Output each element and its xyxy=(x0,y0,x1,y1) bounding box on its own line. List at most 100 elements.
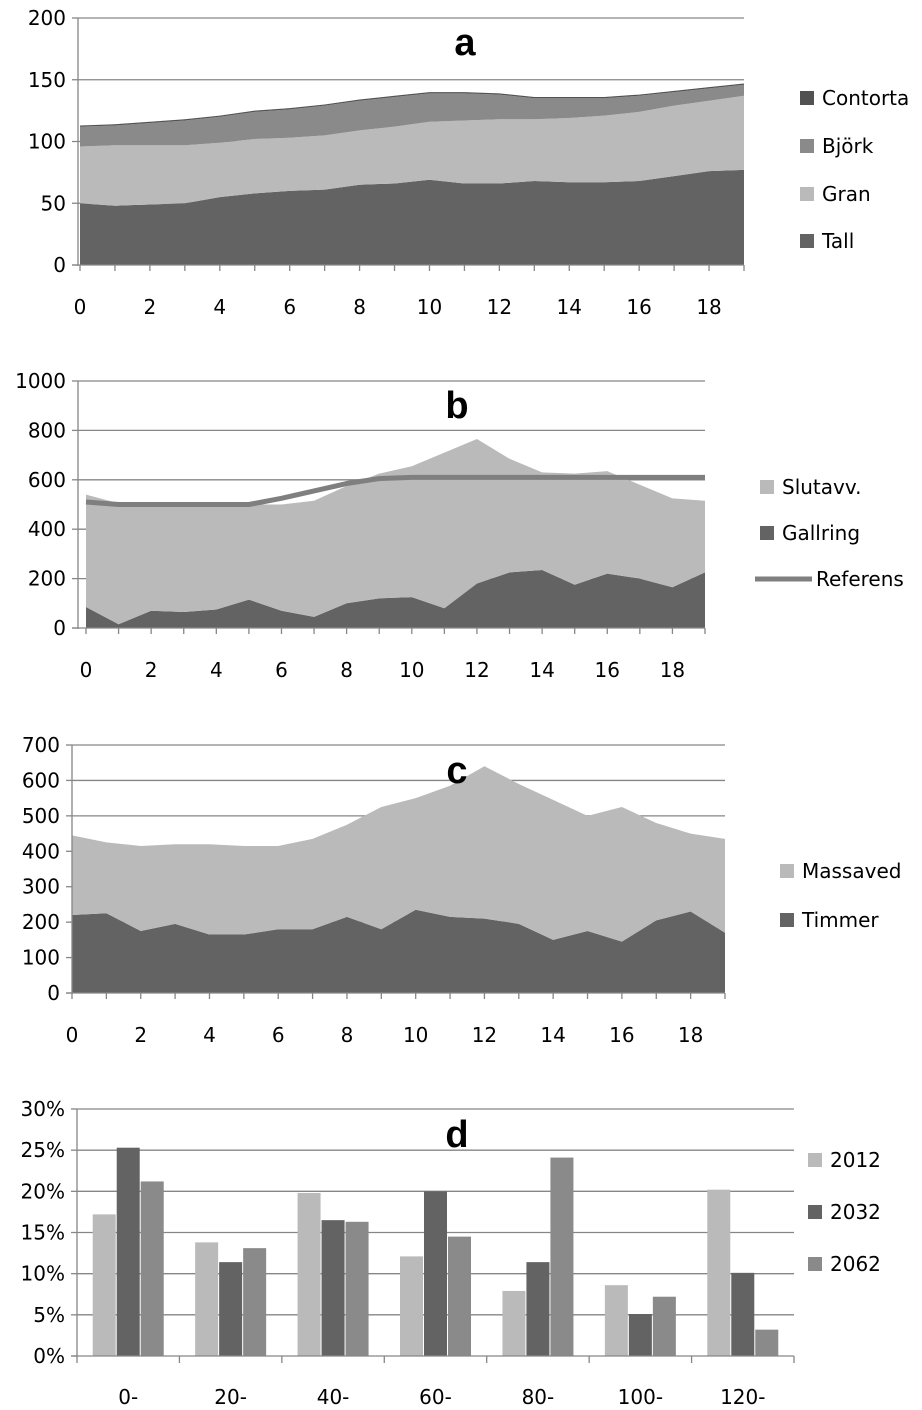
legend-swatch-d xyxy=(808,1257,822,1271)
legend-swatch-d xyxy=(808,1153,822,1167)
legend-swatch-a xyxy=(800,139,814,153)
y-tick-label-a: 50 xyxy=(41,191,66,215)
panel-title-b: b xyxy=(445,385,468,427)
y-tick-label-b: 200 xyxy=(28,567,66,591)
x-tick-label-b: 10 xyxy=(399,658,424,682)
legend-label-b: Gallring xyxy=(782,521,860,545)
bar-2032-0- xyxy=(116,1147,140,1356)
x-tick-label-b: 6 xyxy=(275,658,288,682)
bar-2032-60- xyxy=(424,1191,447,1356)
legend-label-c: Timmer xyxy=(801,908,879,932)
x-tick-label-b: 14 xyxy=(529,658,554,682)
y-tick-label-c: 600 xyxy=(22,768,60,792)
x-tick-label-d: 80- xyxy=(522,1385,555,1409)
x-tick-label-c: 16 xyxy=(609,1023,634,1047)
legend-swatch-a xyxy=(800,187,814,201)
x-tick-label-a: 8 xyxy=(353,295,366,319)
x-tick-label-b: 0 xyxy=(80,658,93,682)
x-tick-label-c: 10 xyxy=(403,1023,428,1047)
x-tick-label-a: 0 xyxy=(74,295,87,319)
bar-2062-80- xyxy=(550,1157,574,1356)
y-tick-label-c: 300 xyxy=(22,875,60,899)
x-tick-label-c: 2 xyxy=(134,1023,147,1047)
x-tick-label-a: 14 xyxy=(557,295,582,319)
bar-2032-40- xyxy=(321,1220,345,1356)
y-tick-label-d: 0% xyxy=(33,1344,65,1368)
x-tick-label-b: 8 xyxy=(340,658,353,682)
area-b-Slutavv. xyxy=(86,439,705,625)
x-tick-label-c: 18 xyxy=(678,1023,703,1047)
y-tick-label-a: 0 xyxy=(53,253,66,277)
x-tick-label-b: 2 xyxy=(145,658,158,682)
legend-label-c: Massaved xyxy=(802,859,901,883)
bar-2032-80- xyxy=(526,1262,550,1356)
legend-label-d: 2032 xyxy=(830,1200,881,1224)
x-tick-label-d: 20- xyxy=(214,1385,247,1409)
bar-2062-20- xyxy=(243,1248,267,1356)
x-tick-label-c: 0 xyxy=(66,1023,79,1047)
panel-title-d: d xyxy=(445,1114,468,1156)
x-tick-label-a: 12 xyxy=(487,295,512,319)
x-tick-label-a: 4 xyxy=(213,295,226,319)
legend-swatch-a xyxy=(800,91,814,105)
area-a-Gran xyxy=(80,95,744,206)
legend-swatch-c xyxy=(780,913,794,927)
legend-swatch-b xyxy=(760,526,774,540)
bar-2032-120- xyxy=(731,1272,755,1356)
y-tick-label-a: 100 xyxy=(28,130,66,154)
y-tick-label-c: 700 xyxy=(22,733,60,757)
bar-2012-80- xyxy=(502,1290,526,1356)
x-tick-label-d: 40- xyxy=(317,1385,350,1409)
y-tick-label-c: 400 xyxy=(22,839,60,863)
panel-c: 0 100 200 300 400 500 600 700 0 2 4 6 8 10 12 14 16 18 c Ma… xyxy=(22,733,902,1047)
x-tick-label-b: 12 xyxy=(464,658,489,682)
legend-label-a: Tall xyxy=(821,229,854,253)
x-tick-label-a: 16 xyxy=(626,295,651,319)
y-tick-label-c: 100 xyxy=(22,946,60,970)
bar-2062-120- xyxy=(755,1329,779,1356)
legend-swatch-c xyxy=(780,864,794,878)
bar-2012-0- xyxy=(92,1214,116,1356)
legend-swatch-b xyxy=(760,480,774,494)
area-a-Björk xyxy=(80,84,744,147)
x-tick-label-b: 18 xyxy=(660,658,685,682)
panel-b: 0 200 400 600 800 1000 0 2 4 6 8 10 12 14 16 18 b Slutavv… xyxy=(15,369,904,682)
legend-label-a: Contorta xyxy=(822,86,909,110)
area-b-Gallring xyxy=(86,569,705,628)
y-tick-label-b: 400 xyxy=(28,517,66,541)
bar-2032-20- xyxy=(219,1262,243,1356)
area-c-Timmer xyxy=(72,909,725,993)
bar-2012-60- xyxy=(400,1256,423,1356)
y-tick-label-b: 0 xyxy=(53,616,66,640)
bar-2062-0- xyxy=(140,1181,164,1356)
x-tick-label-b: 16 xyxy=(595,658,620,682)
x-tick-label-c: 6 xyxy=(272,1023,285,1047)
area-a-Contorta xyxy=(80,83,744,127)
bar-2012-120- xyxy=(707,1189,731,1356)
line-b-Referens xyxy=(85,474,705,507)
panel-a: 0 50 100 150 200 0 2 4 6 8 10 12 14 16 18 a Contorta Björ… xyxy=(28,6,909,319)
area-a-Tall xyxy=(80,169,744,265)
bar-2062-60- xyxy=(448,1236,471,1356)
y-tick-label-a: 200 xyxy=(28,6,66,30)
legend-label-d: 2062 xyxy=(830,1252,881,1276)
x-tick-label-d: 120- xyxy=(720,1385,765,1409)
bar-2012-100- xyxy=(604,1285,628,1356)
x-tick-label-c: 8 xyxy=(341,1023,354,1047)
y-tick-label-d: 20% xyxy=(21,1179,65,1203)
x-tick-label-c: 12 xyxy=(472,1023,497,1047)
y-tick-label-d: 5% xyxy=(33,1303,65,1327)
x-tick-label-c: 4 xyxy=(203,1023,216,1047)
legend-label-b: Referens xyxy=(816,567,904,591)
area-c-Massaved xyxy=(72,766,725,942)
panel-title-c: c xyxy=(446,750,467,792)
y-tick-label-d: 25% xyxy=(21,1138,65,1162)
bar-2032-100- xyxy=(628,1314,652,1356)
y-tick-label-d: 10% xyxy=(21,1262,65,1286)
x-tick-label-a: 18 xyxy=(696,295,721,319)
x-tick-label-a: 2 xyxy=(144,295,157,319)
x-tick-label-b: 4 xyxy=(210,658,223,682)
legend-swatch-a xyxy=(800,234,814,248)
bar-2062-40- xyxy=(345,1221,369,1356)
